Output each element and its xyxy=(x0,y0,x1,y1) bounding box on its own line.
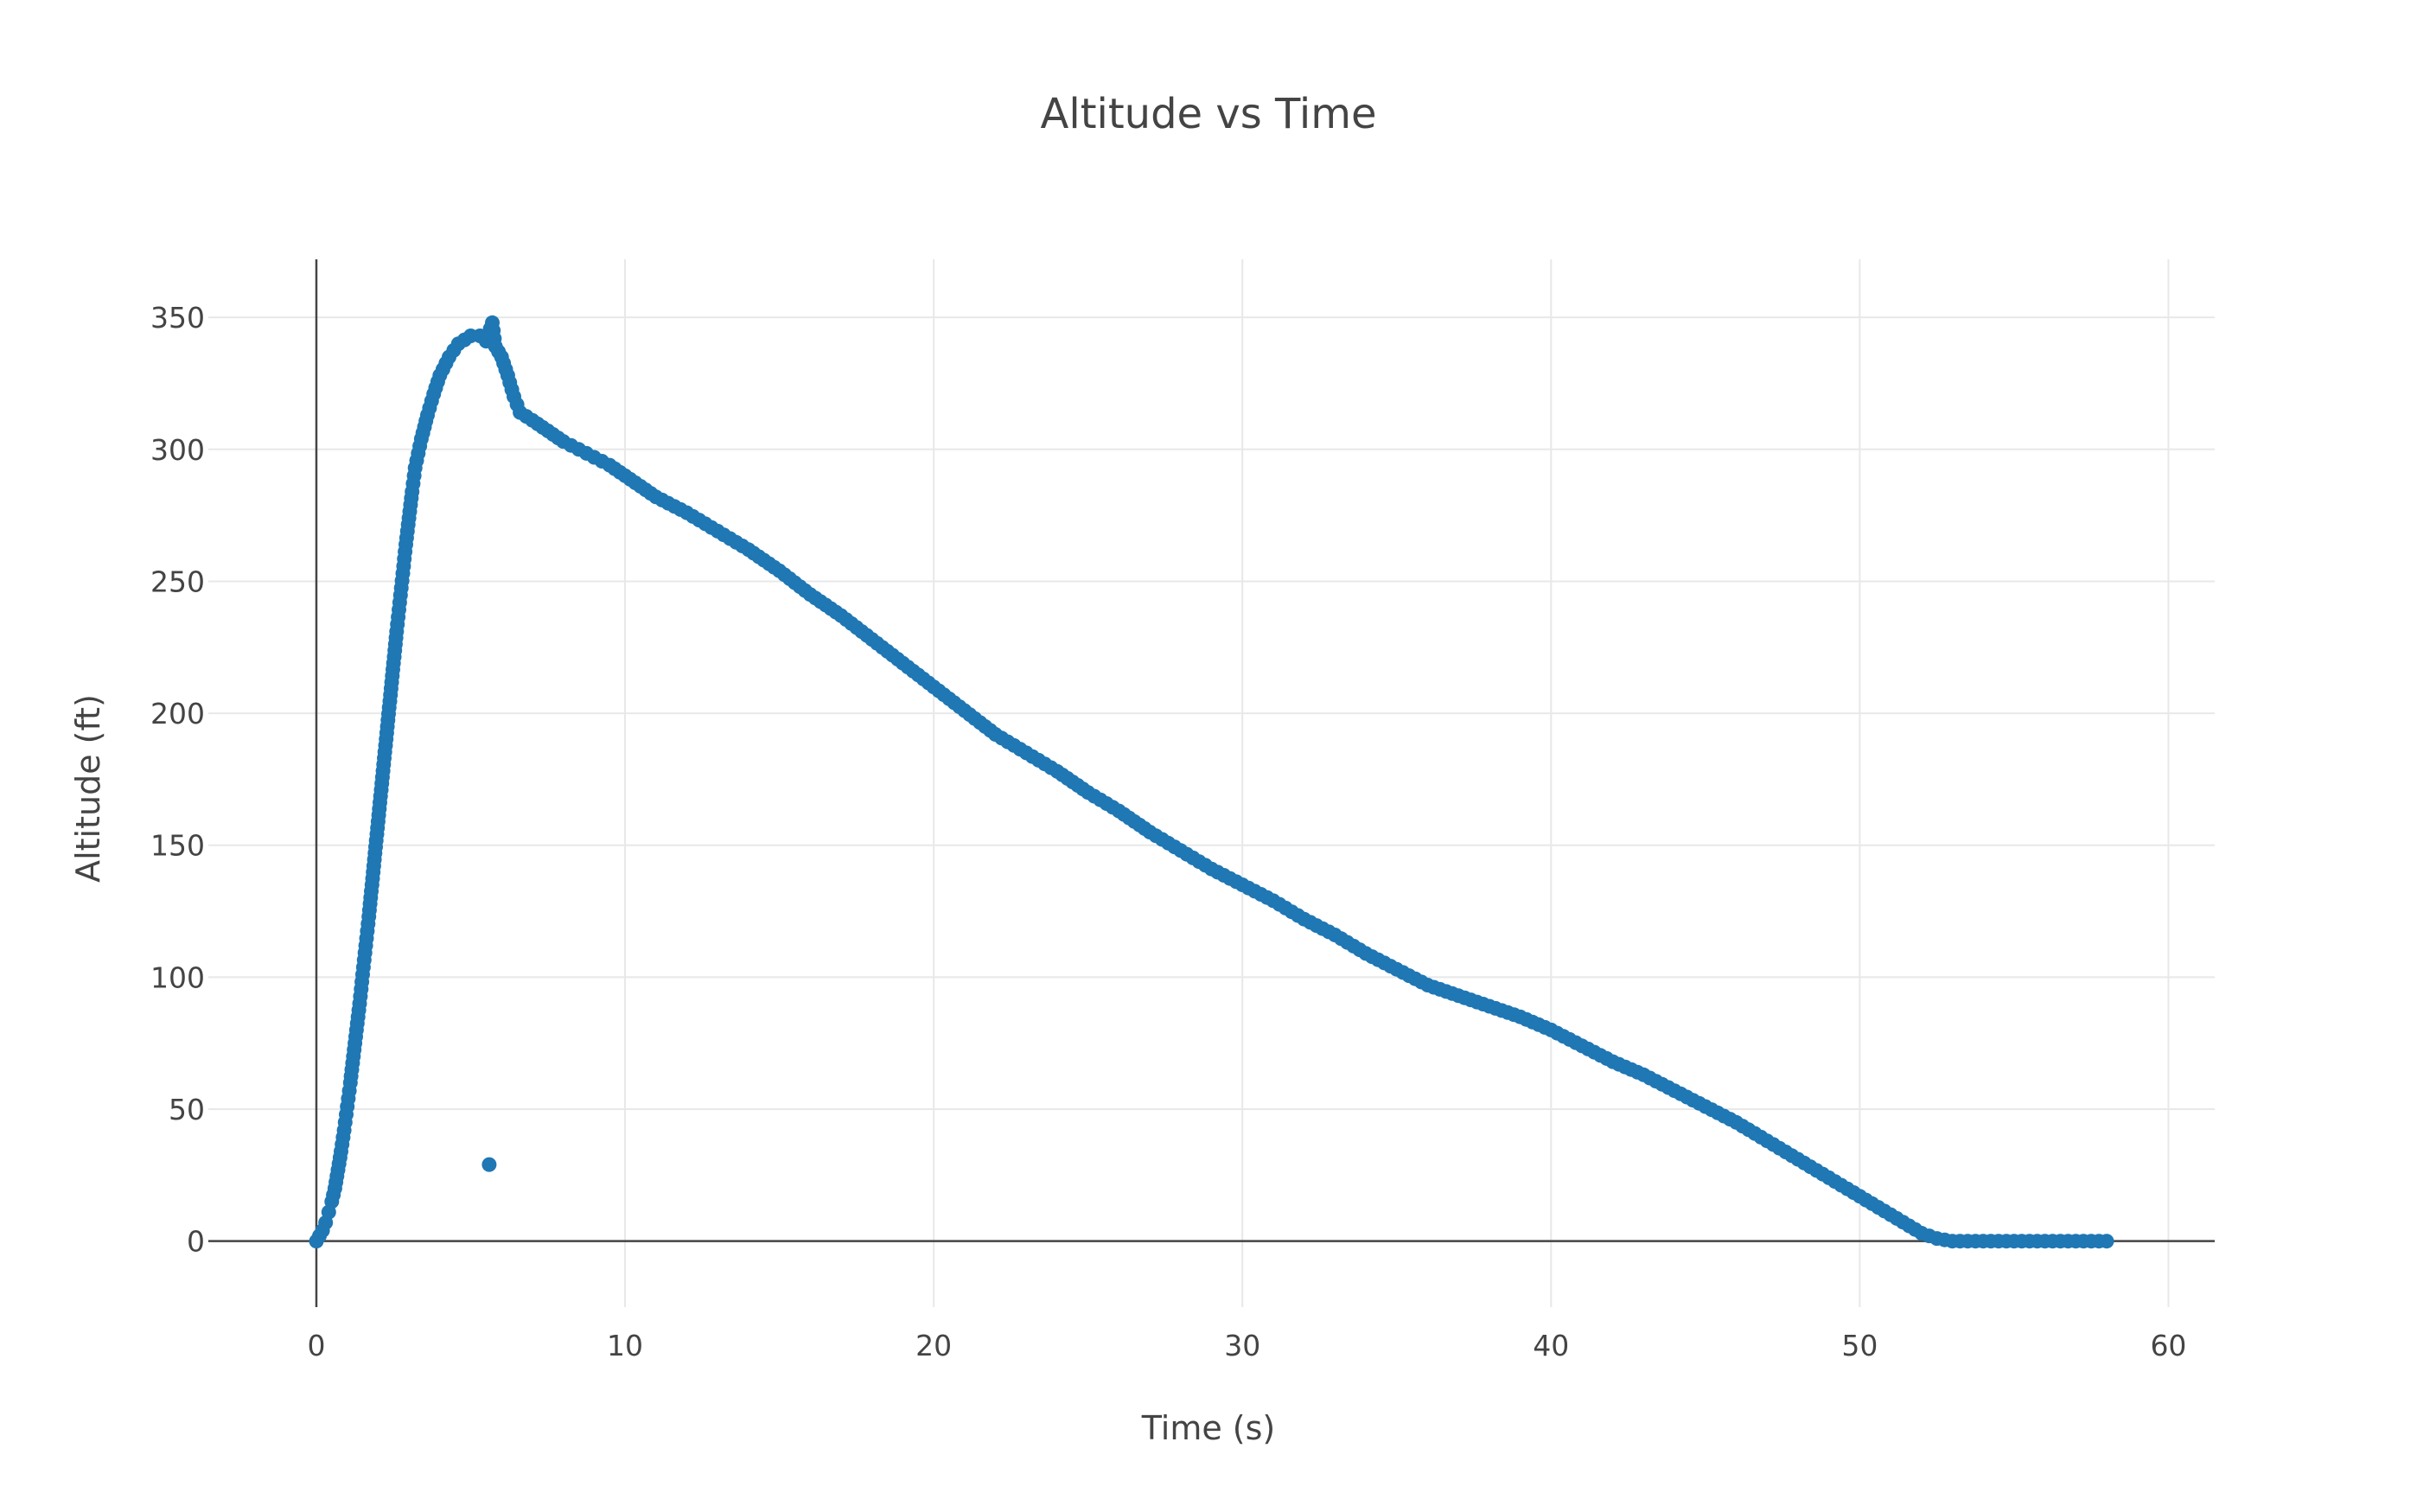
x-axis-title: Time (s) xyxy=(1141,1409,1276,1447)
y-tick-label: 150 xyxy=(150,829,205,863)
x-tick-label: 50 xyxy=(1841,1329,1878,1362)
y-tick-label: 200 xyxy=(150,697,205,730)
x-tick-label: 40 xyxy=(1533,1329,1569,1362)
y-tick-label: 250 xyxy=(150,565,205,598)
x-tick-label: 0 xyxy=(307,1329,325,1362)
grid-layer xyxy=(208,259,2215,1307)
y-tick-label: 50 xyxy=(169,1093,205,1126)
data-point xyxy=(2099,1234,2114,1249)
x-tick-label: 30 xyxy=(1224,1329,1260,1362)
x-tick-label: 10 xyxy=(607,1329,643,1362)
x-tick-label: 60 xyxy=(2150,1329,2186,1362)
y-tick-label: 0 xyxy=(187,1225,205,1259)
x-tick-label: 20 xyxy=(915,1329,952,1362)
zero-lines xyxy=(208,259,2215,1307)
tick-labels: 0 10 20 30 40 50 60 0 50 100 150 200 250 300 350 xyxy=(150,301,2186,1362)
y-tick-label: 100 xyxy=(150,960,205,994)
scatter-markers xyxy=(309,315,2114,1249)
y-axis-title: Altitude (ft) xyxy=(69,694,107,883)
chart-title: Altitude vs Time xyxy=(1041,90,1377,138)
data-point xyxy=(481,1157,497,1172)
y-tick-label: 300 xyxy=(150,433,205,467)
y-tick-label: 350 xyxy=(150,301,205,335)
